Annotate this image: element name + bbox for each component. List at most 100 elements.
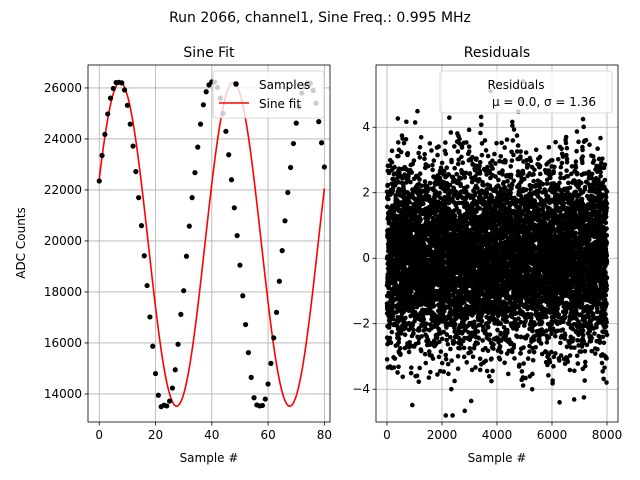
residual-point bbox=[425, 185, 431, 191]
residual-point bbox=[508, 172, 514, 178]
sample-point bbox=[164, 403, 170, 409]
sine-fit-grid bbox=[88, 65, 330, 422]
residual-point bbox=[422, 179, 428, 184]
residual-point bbox=[480, 338, 485, 343]
residual-point bbox=[479, 318, 485, 324]
residual-point bbox=[468, 349, 474, 355]
residual-point bbox=[428, 197, 434, 203]
residual-point bbox=[435, 152, 440, 158]
residual-point bbox=[477, 160, 483, 165]
residual-point bbox=[505, 330, 510, 336]
sample-point bbox=[273, 309, 280, 315]
residual-point bbox=[505, 371, 511, 377]
residual-point bbox=[418, 348, 424, 354]
residual-point bbox=[447, 334, 453, 340]
residual-point bbox=[424, 321, 429, 326]
residual-point bbox=[461, 345, 467, 351]
residual-point bbox=[412, 120, 418, 125]
sample-point bbox=[321, 164, 327, 170]
residual-point bbox=[387, 163, 393, 168]
residual-point bbox=[398, 149, 404, 155]
residual-point bbox=[502, 145, 508, 150]
residual-point bbox=[443, 413, 449, 418]
residual-point bbox=[436, 339, 442, 345]
residual-point bbox=[397, 346, 403, 351]
sine-fit-ytick-label: 16000 bbox=[44, 336, 82, 350]
residual-point bbox=[401, 140, 407, 146]
residual-point bbox=[477, 206, 483, 211]
residual-point bbox=[452, 378, 457, 384]
residual-point bbox=[417, 144, 423, 150]
residual-point bbox=[423, 360, 429, 366]
residual-point bbox=[452, 165, 457, 171]
residual-point bbox=[466, 149, 472, 154]
residual-point bbox=[470, 154, 475, 160]
residual-point bbox=[464, 315, 470, 321]
sample-point bbox=[285, 189, 291, 196]
residual-point bbox=[508, 190, 513, 196]
residual-point bbox=[498, 349, 504, 355]
residual-point bbox=[485, 348, 491, 354]
residual-point bbox=[430, 167, 435, 173]
residual-point bbox=[430, 162, 435, 168]
residual-point bbox=[464, 140, 469, 145]
sample-point bbox=[172, 367, 178, 373]
sample-point bbox=[237, 262, 243, 268]
residual-point bbox=[475, 329, 481, 334]
residual-point bbox=[386, 196, 391, 202]
sample-point bbox=[271, 335, 277, 341]
residual-point bbox=[392, 164, 397, 170]
residual-point bbox=[514, 133, 520, 138]
residual-point bbox=[395, 140, 401, 145]
residual-point bbox=[475, 185, 480, 191]
residual-point bbox=[479, 141, 485, 146]
residual-point bbox=[385, 182, 391, 188]
residual-point bbox=[457, 247, 463, 253]
sample-point bbox=[127, 121, 133, 127]
residual-point bbox=[458, 183, 463, 189]
residual-point bbox=[478, 122, 484, 128]
residual-point bbox=[497, 357, 503, 362]
residual-point bbox=[396, 153, 401, 159]
residual-point bbox=[477, 171, 483, 176]
sine-fit-xtick-label: 40 bbox=[204, 428, 219, 442]
residual-point bbox=[485, 164, 490, 170]
sine-fit-ytick-label: 22000 bbox=[44, 183, 82, 197]
sample-point bbox=[197, 121, 204, 127]
residual-point bbox=[403, 136, 409, 142]
sample-point bbox=[242, 321, 249, 328]
residual-point bbox=[417, 177, 422, 182]
sample-point bbox=[141, 253, 147, 259]
residual-point bbox=[439, 160, 445, 166]
residual-point bbox=[450, 196, 455, 202]
sample-point bbox=[147, 314, 153, 320]
residual-point bbox=[396, 336, 402, 342]
sine-fit-line bbox=[98, 81, 326, 408]
residual-point bbox=[437, 368, 443, 374]
residual-point bbox=[455, 366, 461, 372]
sample-point bbox=[228, 177, 235, 183]
residual-point bbox=[509, 158, 515, 163]
residual-point bbox=[459, 154, 464, 160]
residual-point bbox=[460, 160, 466, 166]
residual-point bbox=[456, 208, 462, 214]
residual-point bbox=[468, 398, 474, 404]
residual-point bbox=[447, 182, 453, 188]
sample-point bbox=[192, 170, 198, 176]
sample-point bbox=[155, 392, 161, 398]
residual-point bbox=[487, 332, 493, 337]
sine-fit-ylabel: ADC Counts bbox=[14, 207, 28, 279]
sample-point bbox=[290, 140, 297, 147]
residual-point bbox=[451, 340, 457, 346]
residual-point bbox=[415, 108, 420, 114]
sine-fit-ytick-label: 20000 bbox=[44, 234, 82, 248]
sample-point bbox=[183, 253, 190, 259]
residual-point bbox=[389, 329, 395, 335]
sine-fit-title: Sine Fit bbox=[183, 45, 235, 61]
residual-point bbox=[403, 315, 408, 321]
residual-point bbox=[452, 321, 458, 327]
sample-point bbox=[248, 374, 254, 380]
residual-point bbox=[479, 152, 485, 158]
residual-point bbox=[462, 335, 467, 341]
